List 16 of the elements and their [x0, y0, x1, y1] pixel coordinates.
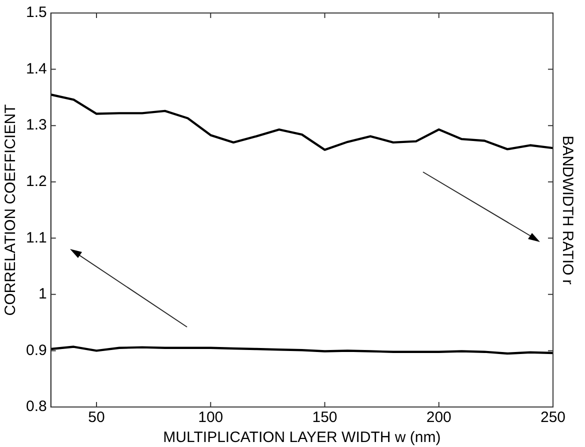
- y-tick-label: 0.8: [26, 398, 47, 416]
- y-axis-title: CORRELATION COEFFICIENT: [2, 104, 20, 316]
- y-tick-label: 0.9: [26, 342, 47, 359]
- y-tick-label: 1: [38, 286, 47, 303]
- x-tick-label: 100: [198, 409, 224, 426]
- x-tick-label: 150: [312, 409, 338, 426]
- x-tick-label: 250: [540, 409, 566, 426]
- x-tick-label: 200: [426, 409, 452, 426]
- y-tick-label: 1.5: [26, 4, 47, 22]
- x-axis-title: MULTIPLICATION LAYER WIDTH w (nm): [163, 429, 441, 446]
- x-tick-label: 50: [88, 409, 105, 426]
- y-tick-label: 1.4: [26, 60, 47, 78]
- y2-axis-title: BANDWIDTH RATIO r: [558, 136, 576, 284]
- y-tick-label: 1.2: [26, 173, 47, 190]
- y-tick-label: 1.3: [26, 116, 47, 134]
- y-tick-label: 1.1: [26, 229, 47, 246]
